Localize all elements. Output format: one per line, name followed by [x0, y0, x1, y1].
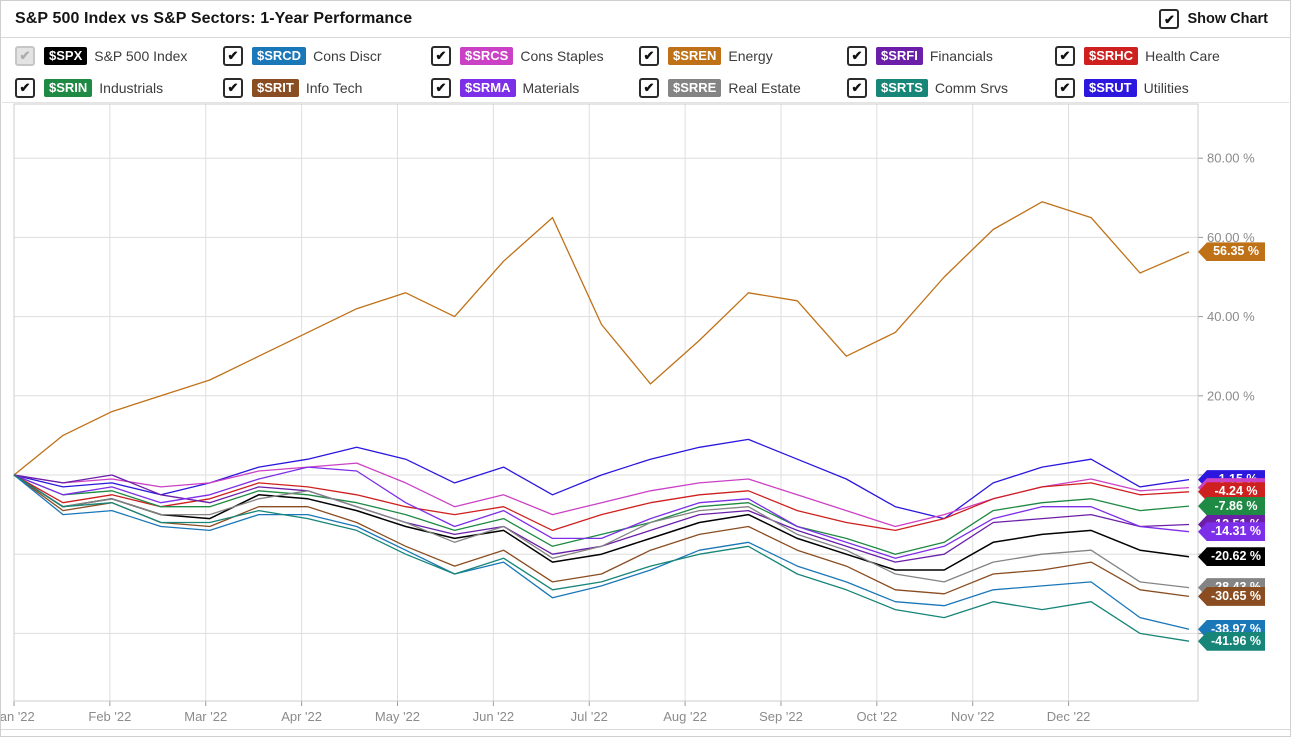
legend-item-cons_discr[interactable]: ✔ $SRCD Cons Discr [223, 43, 431, 68]
plot-frame [13, 103, 1199, 702]
legend-item-real_estate[interactable]: ✔ $SRRE Real Estate [639, 75, 847, 100]
ticker-badge-real_estate: $SRRE [668, 78, 722, 97]
legend-label-financials: Financials [929, 47, 993, 64]
legend-item-financials[interactable]: ✔ $SRFI Financials [847, 43, 1055, 68]
legend-checkbox-utilities[interactable]: ✔ [1055, 77, 1075, 98]
legend-checkbox-cons_discr[interactable]: ✔ [223, 45, 243, 66]
x-tick-label: Aug '22 [663, 709, 707, 724]
y-tick-label: 20.00 % [1207, 388, 1255, 403]
legend-checkbox-comm_srvs[interactable]: ✔ [847, 77, 867, 98]
legend-item-spx[interactable]: ✔ $SPX S&P 500 Index [15, 43, 223, 68]
ticker-badge-industrials: $SRIN [44, 78, 93, 97]
legend-checkbox-materials[interactable]: ✔ [431, 77, 451, 98]
legend-checkbox-health_care[interactable]: ✔ [1055, 45, 1075, 66]
end-value-badge-materials: -14.31 % [1198, 522, 1265, 542]
series-line-info_tech [13, 474, 1190, 598]
x-tick-label: Apr '22 [281, 709, 322, 724]
series-line-energy [13, 201, 1190, 476]
end-value-badge-spx: -20.62 % [1198, 547, 1265, 567]
show-chart-checkbox[interactable]: ✔ [1159, 9, 1180, 29]
x-tick-label: Jun '22 [473, 709, 515, 724]
sector-legend: ✔ $SPX S&P 500 Index ✔ $SRCD Cons Discr ✔ $SRCS… [15, 43, 1263, 100]
legend-label-industrials: Industrials [99, 79, 164, 96]
series-line-cons_discr [13, 474, 1190, 630]
end-value-badge-health_care: -4.24 % [1198, 482, 1265, 502]
ticker-badge-spx: $SPX [44, 46, 88, 65]
x-tick-label: Feb '22 [88, 709, 131, 724]
y-tick-label: 80.00 % [1207, 151, 1255, 166]
legend-label-energy: Energy [728, 47, 773, 64]
legend-item-industrials[interactable]: ✔ $SRIN Industrials [15, 75, 223, 100]
widget-header: S&P 500 Index vs S&P Sectors: 1-Year Per… [1, 1, 1290, 38]
x-tick-label: Jan '22 [1, 709, 35, 724]
x-tick-label: Oct '22 [856, 709, 897, 724]
legend-label-cons_discr: Cons Discr [313, 47, 382, 64]
legend-checkbox-energy[interactable]: ✔ [639, 45, 659, 66]
end-value-badge-info_tech: -30.65 % [1198, 586, 1265, 606]
ticker-badge-financials: $SRFI [876, 46, 923, 65]
series-line-spx [13, 474, 1190, 571]
end-value-badge-industrials: -7.86 % [1198, 496, 1265, 516]
ticker-badge-comm_srvs: $SRTS [876, 78, 928, 97]
x-tick-label: Mar '22 [184, 709, 227, 724]
legend-checkbox-spx: ✔ [15, 45, 35, 66]
series-line-real_estate [13, 474, 1190, 589]
page-title: S&P 500 Index vs S&P Sectors: 1-Year Per… [15, 10, 413, 27]
series-line-health_care [13, 474, 1190, 532]
legend-label-spx: S&P 500 Index [94, 47, 188, 64]
legend-label-materials: Materials [522, 79, 580, 96]
legend-label-info_tech: Info Tech [305, 79, 363, 96]
show-chart-label: Show Chart [1187, 11, 1268, 27]
x-tick-label: Jul '22 [571, 709, 608, 724]
legend-label-real_estate: Real Estate [728, 79, 801, 96]
legend-item-utilities[interactable]: ✔ $SRUT Utilities [1055, 75, 1263, 100]
ticker-badge-utilities: $SRUT [1084, 78, 1137, 97]
y-tick-label: 40.00 % [1207, 309, 1255, 324]
legend-item-materials[interactable]: ✔ $SRMA Materials [431, 75, 639, 100]
legend-label-utilities: Utilities [1143, 79, 1189, 96]
legend-item-health_care[interactable]: ✔ $SRHC Health Care [1055, 43, 1263, 68]
end-value-badge-comm_srvs: -41.96 % [1198, 631, 1265, 651]
end-value-badge-energy: 56.35 % [1198, 242, 1265, 262]
legend-item-info_tech[interactable]: ✔ $SRIT Info Tech [223, 75, 431, 100]
series-line-comm_srvs [13, 474, 1190, 642]
y-tick-label: 60.00 % [1207, 230, 1255, 245]
ticker-badge-energy: $SREN [668, 46, 722, 65]
series-line-industrials [13, 474, 1190, 555]
legend-label-cons_staples: Cons Staples [520, 47, 604, 64]
legend-checkbox-cons_staples[interactable]: ✔ [431, 45, 451, 66]
legend-checkbox-info_tech[interactable]: ✔ [223, 77, 243, 98]
ticker-badge-health_care: $SRHC [1084, 46, 1139, 65]
legend-label-comm_srvs: Comm Srvs [934, 79, 1009, 96]
x-tick-label: Nov '22 [951, 709, 995, 724]
ticker-badge-cons_discr: $SRCD [252, 46, 307, 65]
legend-divider [2, 102, 1289, 103]
ticker-badge-materials: $SRMA [460, 78, 516, 97]
legend-item-comm_srvs[interactable]: ✔ $SRTS Comm Srvs [847, 75, 1055, 100]
show-chart-toggle[interactable]: ✔ Show Chart [1159, 9, 1268, 29]
ticker-badge-info_tech: $SRIT [252, 78, 299, 97]
x-tick-label: Sep '22 [759, 709, 803, 724]
legend-checkbox-financials[interactable]: ✔ [847, 45, 867, 66]
ticker-badge-cons_staples: $SRCS [460, 46, 514, 65]
chart-bottom-border [1, 729, 1290, 730]
x-tick-label: May '22 [375, 709, 420, 724]
x-tick-label: Dec '22 [1047, 709, 1091, 724]
legend-checkbox-real_estate[interactable]: ✔ [639, 77, 659, 98]
legend-label-health_care: Health Care [1145, 47, 1220, 64]
legend-checkbox-industrials[interactable]: ✔ [15, 77, 35, 98]
legend-item-energy[interactable]: ✔ $SREN Energy [639, 43, 847, 68]
legend-item-cons_staples[interactable]: ✔ $SRCS Cons Staples [431, 43, 639, 68]
series-line-materials [13, 466, 1190, 559]
